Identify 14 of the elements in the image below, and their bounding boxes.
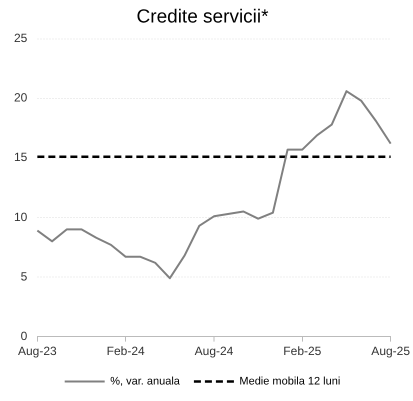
y-tick-label: 25 bbox=[14, 31, 28, 46]
x-tick-label: Feb-24 bbox=[106, 344, 146, 358]
x-tick-label: Aug-25 bbox=[371, 344, 410, 358]
x-tick-label: Feb-25 bbox=[283, 344, 322, 358]
legend-label: %, var. anuala bbox=[110, 376, 181, 388]
y-tick-label: 15 bbox=[14, 150, 28, 164]
y-tick-label: 5 bbox=[20, 269, 28, 284]
x-tick-label: Aug-23 bbox=[18, 344, 58, 358]
y-tick-label: 10 bbox=[14, 210, 28, 224]
x-tick-label: Aug-24 bbox=[194, 344, 234, 358]
legend-label: Medie mobila 12 luni bbox=[239, 376, 340, 388]
chart-title: Credite servicii* bbox=[136, 6, 270, 28]
y-tick-label: 0 bbox=[20, 328, 28, 343]
y-tick-label: 20 bbox=[14, 90, 28, 105]
